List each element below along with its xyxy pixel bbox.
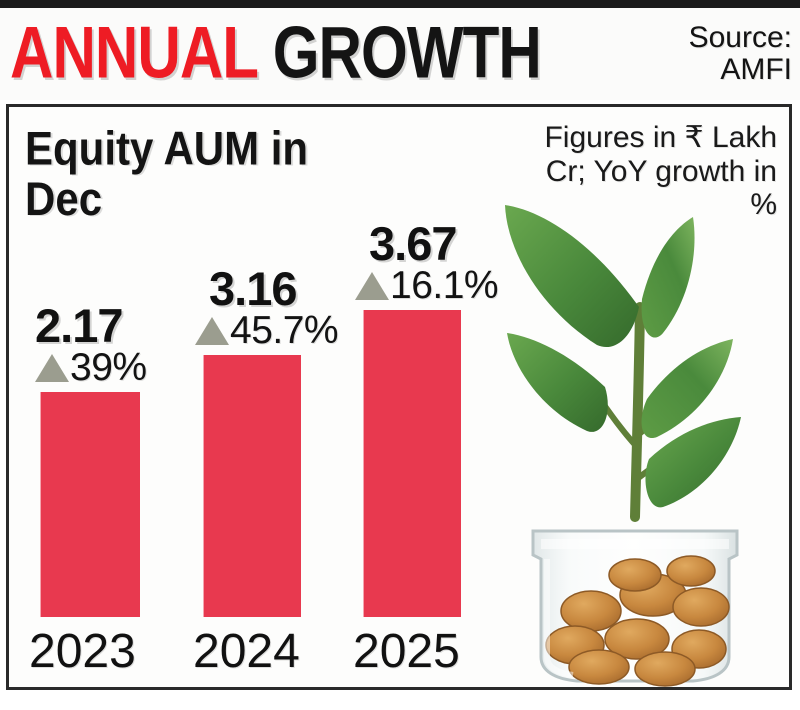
bar-growth-2023: 39% <box>35 348 147 387</box>
source-value: AMFI <box>720 53 792 86</box>
bar-growth-value-2023: 39% <box>70 346 147 389</box>
chart-title: Equity AUM in Dec <box>25 121 309 226</box>
header-band: ANNUAL GROWTH Source: AMFI <box>0 8 800 100</box>
triangle-up-icon <box>35 353 69 382</box>
page-title-secondary: GROWTH <box>272 12 542 95</box>
bar-growth-2024: 45.7% <box>195 309 339 352</box>
coin-jar <box>531 529 739 687</box>
source-attribution: Source: AMFI <box>688 20 792 87</box>
bar-growth-value-2024: 45.7% <box>230 309 339 352</box>
page-title: ANNUAL GROWTH <box>10 17 542 90</box>
chart-panel: Equity AUM in Dec Figures in ₹ Lakh Cr; … <box>6 104 792 690</box>
bar-growth-value-2025: 16.1% <box>390 264 499 307</box>
bar-2023 <box>40 392 140 617</box>
plant-leaves <box>505 205 741 508</box>
triangle-up-icon <box>355 271 389 300</box>
bar-value-2023: 2.17 <box>35 298 123 352</box>
bar-label-2025: 3.67 16.1% <box>355 216 499 307</box>
source-label: Source: <box>688 20 792 54</box>
plant-in-coin-jar-illustration <box>487 187 787 687</box>
top-rule <box>0 0 800 8</box>
chart-caption: Figures in ₹ Lakh Cr; YoY growth in % <box>544 121 777 222</box>
bar-2024 <box>203 355 301 617</box>
axis-label-2025: 2025 <box>353 625 460 678</box>
bar-label-2024: 3.16 45.7% <box>195 261 339 352</box>
bar-value-2025: 3.67 <box>369 216 457 270</box>
axis-label-2024: 2024 <box>193 625 300 678</box>
plant-jar-svg <box>505 205 741 687</box>
axis-label-2023: 2023 <box>29 625 136 678</box>
bar-label-2023: 2.17 39% <box>35 298 147 387</box>
bar-growth-2025: 16.1% <box>355 264 499 307</box>
triangle-up-icon <box>195 316 229 345</box>
bar-chart-plot: 2.17 39% 2023 3.16 45.7% <box>9 107 789 687</box>
bar-2025 <box>363 310 461 617</box>
bar-value-2024: 3.16 <box>209 261 297 315</box>
page-title-primary: ANNUAL <box>10 12 258 95</box>
